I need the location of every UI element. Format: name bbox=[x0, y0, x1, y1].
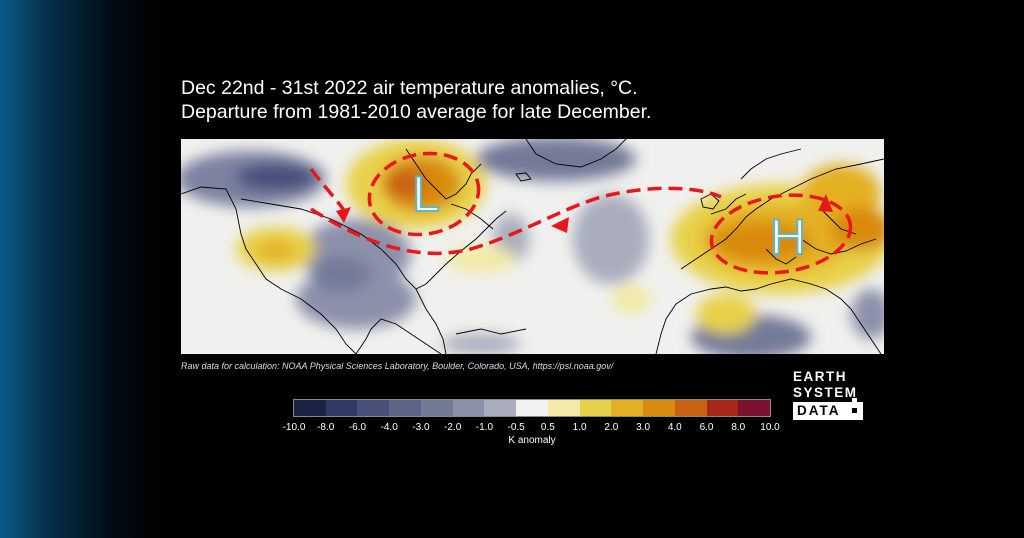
colorbar-tick-label: 2.0 bbox=[604, 422, 619, 433]
colorbar-segment bbox=[611, 400, 644, 416]
high-pressure-marker: H bbox=[770, 209, 806, 265]
coastlines bbox=[181, 139, 884, 354]
colorbar-tick-label: 6.0 bbox=[699, 422, 714, 433]
colorbar-segment bbox=[325, 400, 358, 416]
colorbar-segment bbox=[357, 400, 390, 416]
colorbar-tick-label: -10.0 bbox=[282, 422, 306, 433]
anomaly-map: L H bbox=[181, 139, 884, 354]
arrow-head-europe bbox=[818, 194, 833, 212]
colorbar-tick-label: 10.0 bbox=[760, 422, 780, 433]
map-title: Dec 22nd - 31st 2022 air temperature ano… bbox=[181, 76, 901, 124]
colorbar-segment bbox=[547, 400, 580, 416]
colorbar-ticks: -10.0 -8.0 -6.0 -4.0 -3.0 -2.0 -1.0 -0.5 0.5 1.0 2… bbox=[283, 422, 780, 434]
colorbar-segment bbox=[643, 400, 675, 416]
colorbar-tick-label: 4.0 bbox=[667, 422, 682, 433]
arrow-head-atlantic bbox=[551, 217, 569, 233]
colorbar-segment bbox=[484, 400, 517, 416]
title-line-1: Dec 22nd - 31st 2022 air temperature ano… bbox=[181, 77, 638, 99]
colorbar-segment bbox=[452, 400, 485, 416]
logo-line-2: SYSTEM bbox=[793, 385, 858, 400]
colorbar bbox=[293, 399, 771, 417]
logo-pixel-icon bbox=[851, 398, 857, 403]
logo-line-1: EARTH bbox=[793, 369, 847, 384]
colorbar-tick-label: -6.0 bbox=[348, 422, 367, 433]
colorbar-tick-label: -3.0 bbox=[412, 422, 430, 433]
low-pressure-marker: L bbox=[412, 166, 440, 222]
colorbar-segment bbox=[706, 400, 739, 416]
colorbar-tick-label: 8.0 bbox=[731, 422, 746, 433]
arrow-head-west bbox=[336, 207, 351, 223]
colorbar-segment bbox=[389, 400, 421, 416]
colorbar-segment bbox=[294, 400, 326, 416]
logo-line-3: DATA bbox=[797, 403, 841, 418]
colorbar-label: K anomaly bbox=[508, 435, 556, 446]
title-line-2: Departure from 1981-2010 average for lat… bbox=[181, 101, 652, 123]
colorbar-segment bbox=[738, 400, 771, 416]
colorbar-segment bbox=[516, 400, 548, 416]
logo-pixel-icon bbox=[851, 408, 857, 413]
colorbar-tick-label: -0.5 bbox=[507, 422, 525, 433]
logo-data-box: DATA bbox=[793, 398, 863, 420]
colorbar-segment bbox=[579, 400, 612, 416]
colorbar-tick-label: -8.0 bbox=[317, 422, 335, 433]
colorbar-tick-label: -1.0 bbox=[475, 422, 494, 433]
colorbar-tick-label: 3.0 bbox=[636, 422, 651, 433]
colorbar-tick-label: 1.0 bbox=[572, 422, 587, 433]
colorbar-tick-label: -4.0 bbox=[380, 422, 398, 433]
colorbar-segment bbox=[420, 400, 453, 416]
colorbar-segment bbox=[674, 400, 707, 416]
data-source-credit: Raw data for calculation: NOAA Physical … bbox=[181, 361, 614, 371]
colorbar-tick-label: 0.5 bbox=[540, 422, 555, 433]
earth-system-data-logo: EARTH SYSTEM DATA bbox=[793, 369, 893, 431]
logo-pixel-icon bbox=[856, 403, 862, 408]
colorbar-tick-label: -2.0 bbox=[444, 422, 462, 433]
